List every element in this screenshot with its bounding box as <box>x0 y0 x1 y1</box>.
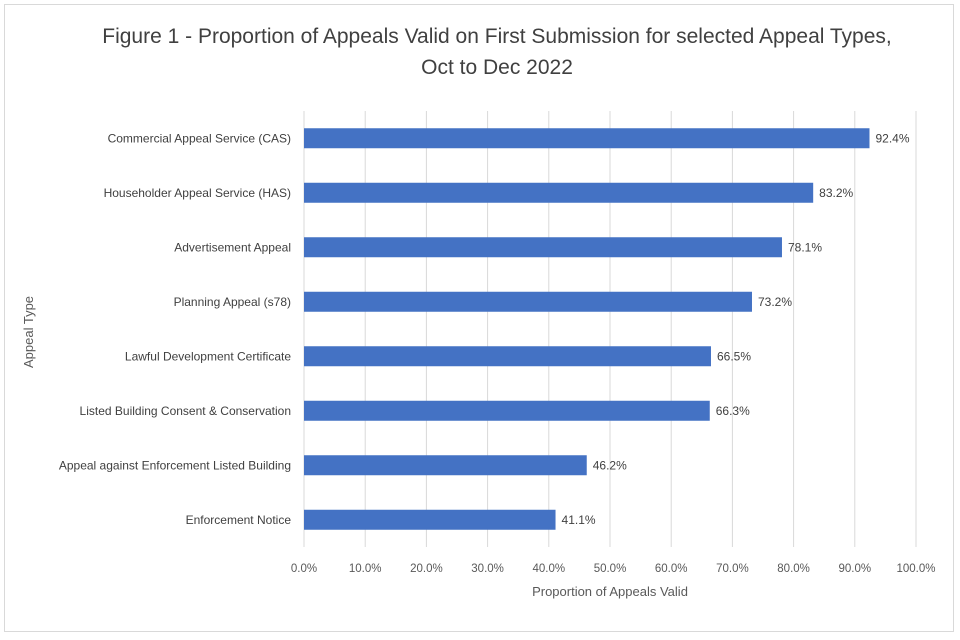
category-label: Householder Appeal Service (HAS) <box>104 186 291 200</box>
chart-frame: Figure 1 - Proportion of Appeals Valid o… <box>4 4 954 632</box>
y-axis-title: Appeal Type <box>21 296 36 368</box>
x-tick-label: 20.0% <box>410 563 443 575</box>
category-label: Commercial Appeal Service (CAS) <box>108 131 291 145</box>
x-tick-label: 60.0% <box>655 563 688 575</box>
x-tick-label: 40.0% <box>532 563 565 575</box>
x-tick-label: 70.0% <box>716 563 749 575</box>
gridlines <box>303 111 917 547</box>
data-labels: 92.4% 83.2% 78.1% 73.2% 66.5% 66.3% 46.2% 41.1% <box>562 131 910 527</box>
bar <box>304 128 870 149</box>
data-label: 92.4% <box>875 131 909 145</box>
data-label: 66.5% <box>717 349 751 363</box>
category-label: Enforcement Notice <box>186 513 292 527</box>
data-label: 78.1% <box>788 240 822 254</box>
x-tick-label: 90.0% <box>838 563 871 575</box>
category-label: Listed Building Consent & Conservation <box>80 404 291 418</box>
bar <box>304 455 587 476</box>
bar <box>304 182 814 203</box>
bars <box>304 128 870 530</box>
bar <box>304 291 752 312</box>
bar <box>304 400 710 421</box>
x-tick-label: 10.0% <box>349 563 382 575</box>
bar <box>304 346 711 367</box>
data-label: 46.2% <box>593 458 627 472</box>
x-axis-title: Proportion of Appeals Valid <box>532 584 688 599</box>
category-labels: Commercial Appeal Service (CAS) Household… <box>59 131 291 527</box>
category-label: Advertisement Appeal <box>174 240 291 254</box>
chart-title: Figure 1 - Proportion of Appeals Valid o… <box>102 25 891 48</box>
data-label: 83.2% <box>819 186 853 200</box>
bar <box>304 237 782 258</box>
category-label: Planning Appeal (s78) <box>174 295 291 309</box>
x-tick-label: 30.0% <box>471 563 504 575</box>
data-label: 66.3% <box>716 404 750 418</box>
x-tick-label: 100.0% <box>896 563 935 575</box>
data-label: 73.2% <box>758 295 792 309</box>
x-tick-labels: 0.0% 10.0% 20.0% 30.0% 40.0% 50.0% 60.0% 70.0% 8… <box>291 563 936 575</box>
data-label: 41.1% <box>562 513 596 527</box>
category-label: Lawful Development Certificate <box>125 349 291 363</box>
bar <box>304 509 556 530</box>
x-tick-label: 80.0% <box>777 563 810 575</box>
x-tick-label: 50.0% <box>594 563 627 575</box>
x-tick-label: 0.0% <box>291 563 317 575</box>
bar-chart: Figure 1 - Proportion of Appeals Valid o… <box>21 25 936 599</box>
chart-subtitle: Oct to Dec 2022 <box>421 56 573 79</box>
category-label: Appeal against Enforcement Listed Buildi… <box>59 458 291 472</box>
